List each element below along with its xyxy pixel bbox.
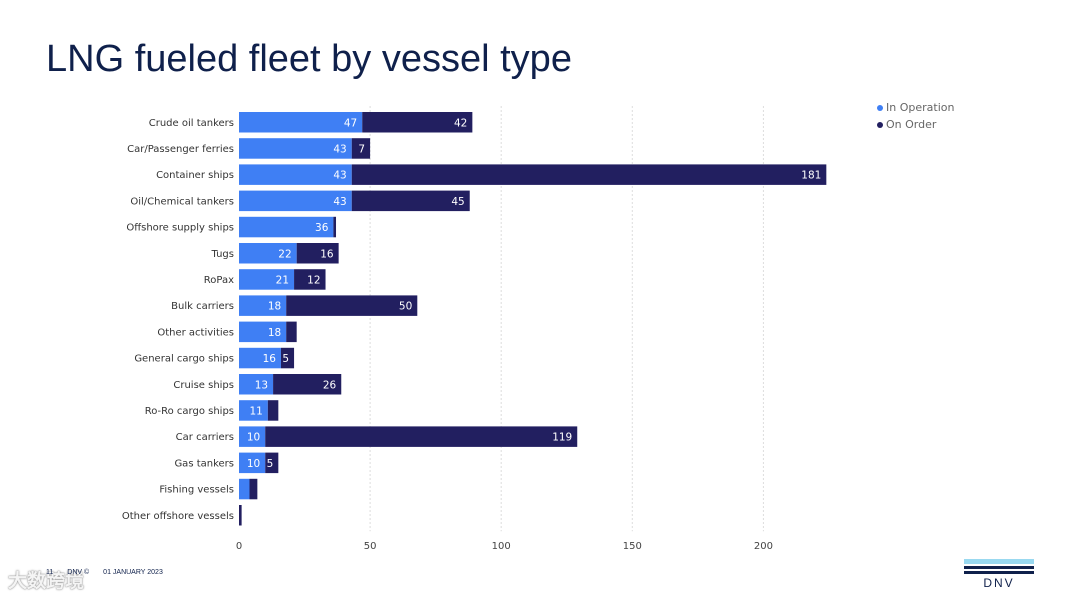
bar-on-order: [267, 400, 279, 421]
bar-on-order: [351, 164, 827, 185]
category-label: General cargo ships: [134, 354, 234, 365]
category-label: Tugs: [211, 249, 235, 260]
legend-label-in-operation: In Operation: [886, 101, 955, 114]
data-label: 50: [399, 301, 412, 313]
category-label: Container ships: [156, 170, 234, 181]
bar-in-operation: [239, 400, 268, 421]
category-label: Gas tankers: [174, 458, 234, 469]
logo-text: DNV: [983, 576, 1015, 590]
data-label: 10: [247, 432, 260, 444]
bar-in-operation: [239, 321, 287, 343]
x-tick-label: 150: [623, 541, 642, 552]
legend-item-in-operation[interactable]: In Operation: [877, 99, 954, 116]
category-label: RoPax: [204, 275, 234, 286]
dnv-logo: DNV: [964, 559, 1034, 591]
x-tick-label: 200: [754, 541, 773, 552]
data-label: 13: [255, 379, 268, 391]
category-label: Cruise ships: [173, 380, 234, 391]
category-label: Offshore supply ships: [126, 223, 234, 234]
data-label: 43: [333, 196, 346, 208]
data-label: 42: [454, 117, 467, 129]
legend-dot-in-operation: [877, 104, 883, 111]
category-label: Oil/Chemical tankers: [130, 196, 234, 207]
bar-on-order: [362, 112, 473, 133]
data-label: 18: [268, 327, 281, 339]
bar-in-operation: [239, 164, 352, 185]
bar-on-order: [351, 190, 470, 212]
bar-in-operation: [239, 478, 250, 500]
data-label: 36: [315, 222, 329, 234]
bar-in-operation: [239, 452, 266, 474]
data-label: 26: [323, 379, 337, 391]
bar-in-operation: [239, 190, 352, 212]
bar-on-order: [280, 347, 295, 369]
bar-on-order: [296, 243, 339, 264]
bar-on-order: [265, 426, 578, 447]
watermark: 大数跨境: [8, 570, 85, 592]
data-label: 7: [358, 143, 365, 155]
bar-on-order: [294, 269, 326, 290]
footer-copyright: DNV ©: [67, 569, 90, 576]
category-label: Other offshore vessels: [122, 511, 234, 522]
bar-on-order: [286, 321, 297, 343]
bar-in-operation: [239, 426, 266, 447]
bar-on-order: [333, 216, 337, 238]
x-tick-label: 50: [364, 541, 377, 552]
data-label: 18: [268, 301, 281, 313]
data-label: 11: [249, 405, 262, 417]
category-label: Ro-Ro cargo ships: [145, 406, 234, 417]
legend-dot-on-order: [877, 121, 883, 128]
bar-on-order: [265, 452, 279, 474]
bar-in-operation: [239, 138, 352, 159]
bar-in-operation: [239, 216, 334, 238]
legend-item-on-order[interactable]: On Order: [877, 116, 954, 133]
data-label: 12: [307, 274, 320, 286]
data-label: 43: [333, 143, 346, 155]
x-tick-label: 0: [236, 541, 242, 552]
category-label: Car carriers: [176, 432, 234, 443]
data-label: 22: [278, 248, 291, 260]
data-label: 16: [263, 353, 277, 365]
bar-in-operation: [239, 269, 295, 290]
logo-bar-mid: [964, 566, 1034, 569]
bar-in-operation: [239, 112, 363, 133]
x-tick-label: 100: [492, 541, 511, 552]
bar-on-order: [286, 295, 418, 316]
data-label: 43: [333, 170, 346, 182]
slide-title: LNG fueled fleet by vessel type: [46, 38, 572, 80]
bar-on-order: [239, 505, 242, 526]
bar-in-operation: [239, 243, 297, 264]
data-label: 45: [451, 196, 464, 208]
bar-on-order: [273, 374, 342, 395]
footer-date: 01 JANUARY 2023: [103, 569, 163, 576]
data-label: 5: [282, 353, 289, 365]
bar-in-operation: [239, 347, 281, 369]
category-label: Crude oil tankers: [149, 118, 234, 129]
logo-bar-light: [964, 559, 1034, 564]
slide-footer: 11 DNV © 01 JANUARY 2023: [46, 569, 163, 576]
data-label: 181: [801, 170, 821, 182]
chart-legend: In Operation On Order: [877, 99, 954, 133]
data-label: 47: [344, 117, 357, 129]
data-label: 10: [247, 458, 260, 470]
category-label: Fishing vessels: [159, 485, 234, 496]
logo-bar-dark: [964, 571, 1034, 574]
bar-in-operation: [239, 374, 274, 395]
data-label: 21: [276, 274, 289, 286]
bar-on-order: [351, 138, 371, 159]
legend-label-on-order: On Order: [886, 118, 937, 131]
data-label: 16: [320, 248, 334, 260]
bar-in-operation: [239, 295, 287, 316]
data-label: 5: [267, 458, 274, 470]
bar-on-order: [249, 478, 258, 500]
category-label: Bulk carriers: [171, 301, 234, 312]
footer-page-number: 11: [46, 569, 54, 576]
category-label: Other activities: [157, 327, 234, 338]
category-label: Car/Passenger ferries: [127, 144, 234, 155]
data-label: 119: [552, 432, 572, 444]
